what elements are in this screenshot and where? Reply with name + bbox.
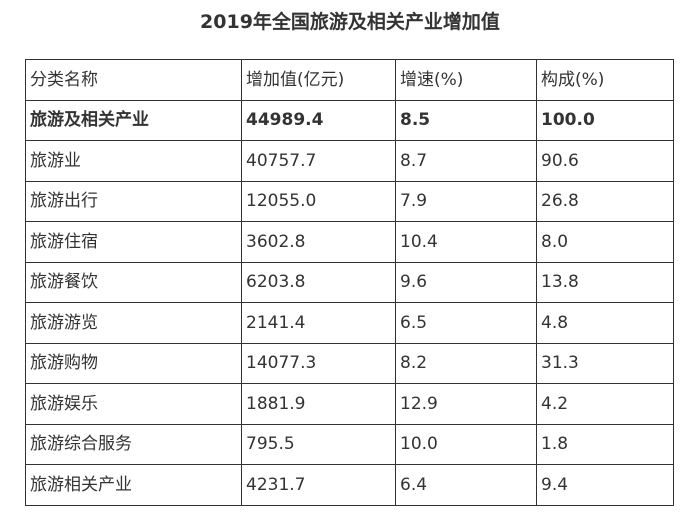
- cell-value-added: 795.5: [241, 423, 396, 465]
- table-row: 旅游综合服务 795.5 10.0 1.8: [25, 423, 674, 465]
- table-row: 旅游出行 12055.0 7.9 26.8: [25, 180, 674, 222]
- header-category: 分类名称: [25, 59, 242, 101]
- cell-share: 26.8: [536, 180, 674, 222]
- cell-category: 旅游餐饮: [25, 261, 242, 303]
- cell-category: 旅游游览: [25, 302, 242, 344]
- header-share: 构成(%): [536, 59, 674, 101]
- cell-growth-rate: 7.9: [395, 180, 537, 222]
- cell-value-added: 12055.0: [241, 180, 396, 222]
- cell-category: 旅游相关产业: [25, 464, 242, 506]
- cell-value-added: 40757.7: [241, 140, 396, 182]
- cell-growth-rate: 10.4: [395, 221, 537, 263]
- cell-growth-rate: 8.5: [395, 99, 537, 141]
- cell-growth-rate: 6.5: [395, 302, 537, 344]
- cell-category: 旅游出行: [25, 180, 242, 222]
- header-value-added: 增加值(亿元): [241, 59, 396, 101]
- page-title: 2019年全国旅游及相关产业增加值: [200, 11, 500, 33]
- cell-share: 4.2: [536, 383, 674, 425]
- table-row: 旅游相关产业 4231.7 6.4 9.4: [25, 464, 674, 506]
- cell-category: 旅游住宿: [25, 221, 242, 263]
- cell-share: 4.8: [536, 302, 674, 344]
- cell-value-added: 4231.7: [241, 464, 396, 506]
- cell-value-added: 2141.4: [241, 302, 396, 344]
- cell-value-added: 3602.8: [241, 221, 396, 263]
- cell-category: 旅游综合服务: [25, 423, 242, 465]
- table-row-total: 旅游及相关产业 44989.4 8.5 100.0: [25, 99, 674, 141]
- data-table: 分类名称 增加值(亿元) 增速(%) 构成(%) 旅游及相关产业 44989.4…: [25, 59, 674, 506]
- table-row: 旅游游览 2141.4 6.5 4.8: [25, 302, 674, 344]
- table-row: 旅游购物 14077.3 8.2 31.3: [25, 342, 674, 384]
- table-row: 旅游娱乐 1881.9 12.9 4.2: [25, 383, 674, 425]
- cell-value-added: 44989.4: [241, 99, 396, 141]
- cell-value-added: 14077.3: [241, 342, 396, 384]
- cell-growth-rate: 8.2: [395, 342, 537, 384]
- cell-category: 旅游娱乐: [25, 383, 242, 425]
- cell-value-added: 6203.8: [241, 261, 396, 303]
- table-row: 旅游餐饮 6203.8 9.6 13.8: [25, 261, 674, 303]
- cell-share: 90.6: [536, 140, 674, 182]
- cell-category: 旅游购物: [25, 342, 242, 384]
- cell-growth-rate: 12.9: [395, 383, 537, 425]
- cell-category: 旅游业: [25, 140, 242, 182]
- cell-share: 1.8: [536, 423, 674, 465]
- cell-growth-rate: 8.7: [395, 140, 537, 182]
- cell-growth-rate: 10.0: [395, 423, 537, 465]
- cell-share: 100.0: [536, 99, 674, 141]
- cell-share: 9.4: [536, 464, 674, 506]
- header-growth-rate: 增速(%): [395, 59, 537, 101]
- cell-growth-rate: 9.6: [395, 261, 537, 303]
- table-row: 旅游住宿 3602.8 10.4 8.0: [25, 221, 674, 263]
- table-row: 旅游业 40757.7 8.7 90.6: [25, 140, 674, 182]
- cell-share: 8.0: [536, 221, 674, 263]
- cell-share: 13.8: [536, 261, 674, 303]
- cell-share: 31.3: [536, 342, 674, 384]
- table-header-row: 分类名称 增加值(亿元) 增速(%) 构成(%): [25, 59, 674, 101]
- cell-category: 旅游及相关产业: [25, 99, 242, 141]
- cell-value-added: 1881.9: [241, 383, 396, 425]
- cell-growth-rate: 6.4: [395, 464, 537, 506]
